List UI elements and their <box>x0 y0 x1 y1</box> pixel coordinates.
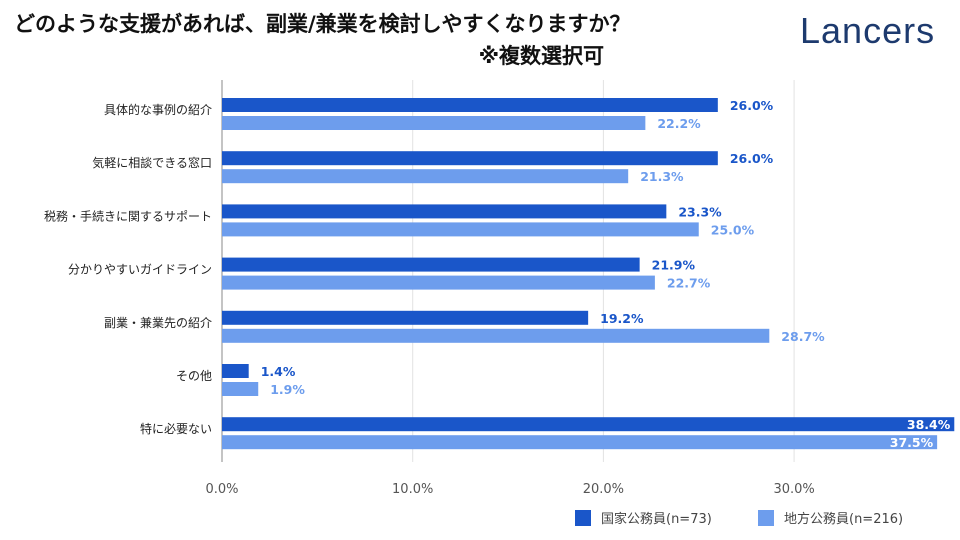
data-label: 1.9% <box>270 382 305 397</box>
data-label: 25.0% <box>711 222 755 237</box>
bar <box>222 364 249 378</box>
legend-swatch <box>758 509 774 526</box>
legend-swatch <box>575 509 591 526</box>
bar <box>222 435 938 450</box>
bar <box>222 151 718 166</box>
category-label: 気軽に相談できる窓口 <box>92 155 212 170</box>
data-label: 21.3% <box>640 169 684 184</box>
bar <box>222 310 589 325</box>
bar <box>222 275 655 290</box>
data-label: 37.5% <box>890 435 934 450</box>
x-tick-label: 0.0% <box>205 482 238 497</box>
data-label: 23.3% <box>678 204 722 219</box>
bar <box>222 116 646 130</box>
data-label: 28.7% <box>781 329 825 344</box>
bar <box>222 328 770 343</box>
data-label: 22.7% <box>667 276 711 291</box>
title-line: どのような支援があれば、副業/兼業を検討しやすくなりますか？ <box>14 12 631 36</box>
bar <box>222 169 629 184</box>
bar <box>222 98 718 112</box>
data-label: 26.0% <box>730 151 774 166</box>
data-label: 19.2% <box>600 311 644 326</box>
data-label: 38.4% <box>907 417 951 432</box>
legend-item-national: 国家公務員(n=73) <box>575 508 712 527</box>
x-tick-label: 20.0% <box>583 482 624 497</box>
category-label: 具体的な事例の紹介 <box>104 102 212 117</box>
bar <box>222 204 667 219</box>
bar <box>222 257 640 272</box>
category-label: 副業・兼業先の紹介 <box>104 316 212 330</box>
chart-title: どのような支援があれば、副業/兼業を検討しやすくなりますか？ ※複数選択可 <box>14 8 734 72</box>
bar <box>222 222 699 237</box>
category-label: 税務・手続きに関するサポート <box>44 209 212 223</box>
data-label: 21.9% <box>652 258 696 273</box>
x-tick-label: 10.0% <box>392 482 433 497</box>
legend-item-local: 地方公務員(n=216) <box>758 508 903 527</box>
category-label: 分かりやすいガイドライン <box>68 263 212 277</box>
legend-label: 地方公務員(n=216) <box>784 512 904 527</box>
bar <box>222 382 259 396</box>
x-tick-label: 30.0% <box>773 482 814 497</box>
data-label: 1.4% <box>261 364 296 379</box>
data-label: 22.2% <box>657 116 701 131</box>
category-label: その他 <box>176 369 212 383</box>
legend-label: 国家公務員(n=73) <box>601 512 712 527</box>
subtitle: ※複数選択可 <box>478 44 604 68</box>
category-label: 特に必要ない <box>140 421 212 436</box>
data-label: 26.0% <box>730 98 774 113</box>
lancers-logo: Lancers <box>800 10 936 51</box>
bar <box>222 417 955 432</box>
